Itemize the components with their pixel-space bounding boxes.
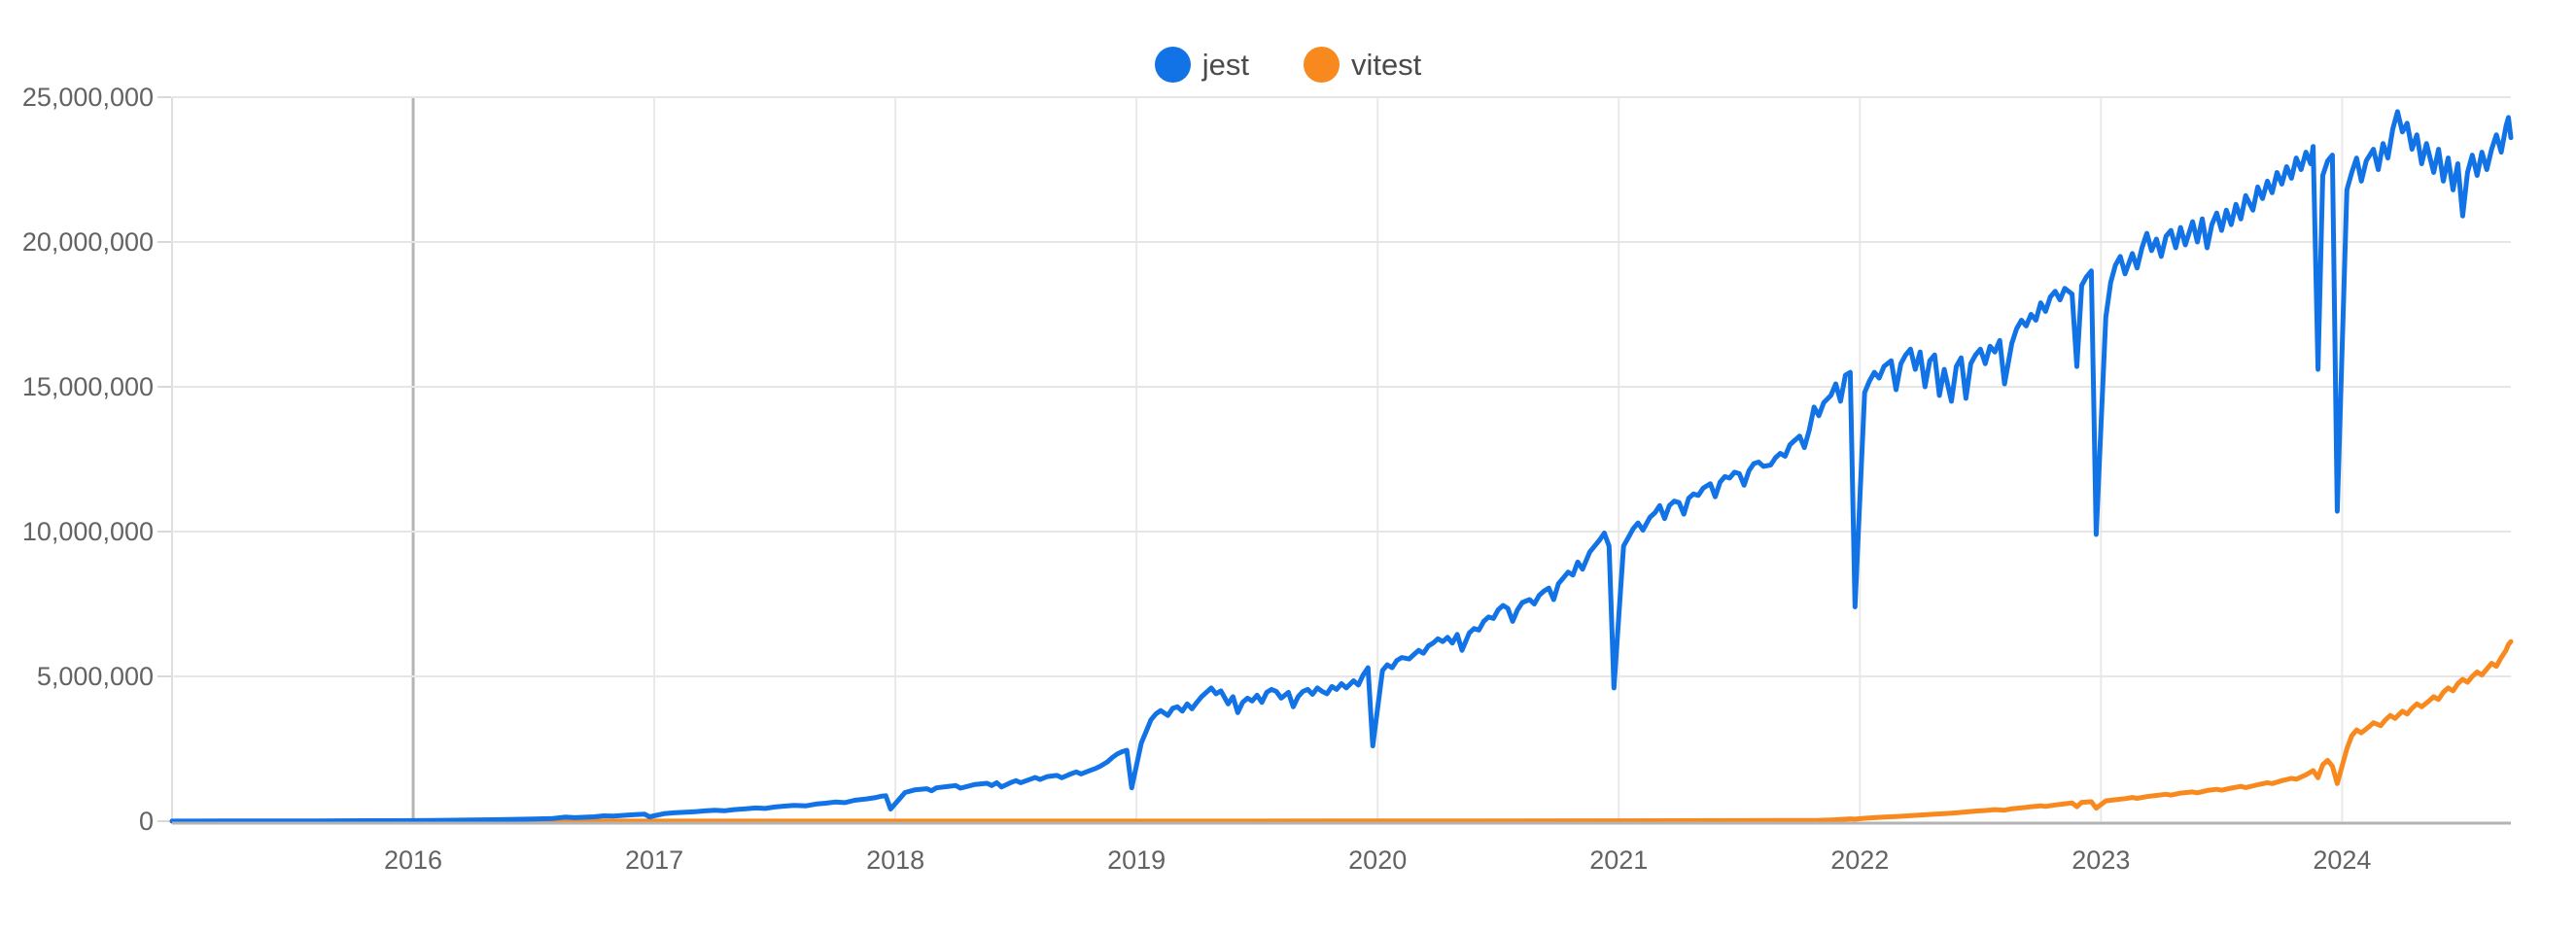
x-tick-label: 2022 xyxy=(1830,845,1890,875)
x-tick-label: 2023 xyxy=(2071,845,2131,875)
chart-legend: jest vitest xyxy=(0,43,2576,86)
y-tick-label: 15,000,000 xyxy=(21,372,154,401)
jest-line[interactable] xyxy=(169,109,2514,824)
x-tick-label: 2021 xyxy=(1589,845,1649,875)
y-tick-label: 5,000,000 xyxy=(36,662,154,691)
legend-item-jest[interactable]: jest xyxy=(1154,46,1249,83)
legend-item-vitest[interactable]: vitest xyxy=(1303,46,1422,83)
y-tick-label: 0 xyxy=(138,807,154,836)
x-tick-label: 2020 xyxy=(1348,845,1408,875)
y-tick-label: 25,000,000 xyxy=(21,83,154,112)
x-tick-label: 2016 xyxy=(383,845,443,875)
legend-item-jest-label: jest xyxy=(1201,47,1249,82)
x-tick-label: 2017 xyxy=(625,845,684,875)
vitest-series-dot-icon xyxy=(1303,46,1340,83)
vitest-line[interactable] xyxy=(169,638,2514,824)
y-tick-label: 10,000,000 xyxy=(21,517,154,546)
x-tick-label: 2018 xyxy=(866,845,925,875)
jest-series-dot-icon xyxy=(1154,46,1191,83)
x-tick-label: 2024 xyxy=(2313,845,2372,875)
legend-item-vitest-label: vitest xyxy=(1350,47,1422,82)
y-tick-label: 20,000,000 xyxy=(21,227,154,257)
x-tick-label: 2019 xyxy=(1107,845,1166,875)
